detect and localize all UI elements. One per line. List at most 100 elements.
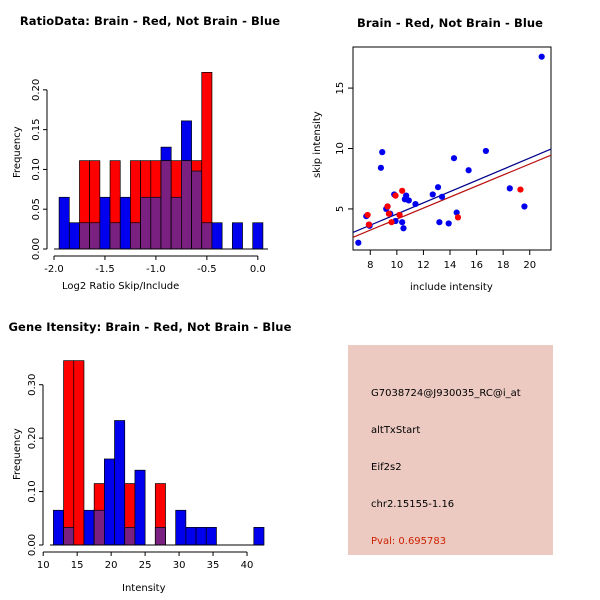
histogram-bar-overlap xyxy=(160,160,172,250)
gene-histogram-x-axis-label: Intensity xyxy=(122,583,166,594)
ratio-histogram-x-axis-label: Log2 Ratio Skip/Include xyxy=(62,281,180,292)
scatter-point xyxy=(405,197,412,204)
gene-histogram-title: Gene Itensity: Brain - Red, Not Brain - … xyxy=(8,320,292,334)
y-tick-label: 0.30 xyxy=(27,374,38,396)
scatter-point xyxy=(364,211,371,219)
scatter-point xyxy=(465,167,472,174)
x-tick-label: 20 xyxy=(105,560,118,571)
y-tick-label: 0.05 xyxy=(31,198,42,220)
scatter-point xyxy=(388,219,395,226)
x-tick-label: -1.0 xyxy=(146,264,166,275)
y-tick-label: 0.15 xyxy=(31,119,42,141)
x-tick-label: 10 xyxy=(37,560,50,571)
y-tick-label: 0.20 xyxy=(31,79,42,101)
histogram-bar-not-brain xyxy=(253,527,265,546)
scatter-point xyxy=(396,211,403,219)
histogram-bar-not-brain xyxy=(175,509,187,546)
y-tick-label: 0.10 xyxy=(27,480,38,502)
scatter-point xyxy=(438,193,446,200)
x-tick-label: -2.0 xyxy=(44,264,64,275)
histogram-bar-brain xyxy=(73,360,85,546)
x-tick-label: 20 xyxy=(523,260,536,271)
histogram-bar-not-brain xyxy=(185,527,197,546)
scatter-point xyxy=(377,164,385,171)
scatter-point xyxy=(521,203,528,210)
histogram-bars xyxy=(53,360,265,546)
scatter-point xyxy=(538,53,545,60)
x-tick-label: 30 xyxy=(173,560,186,571)
histogram-bar-not-brain xyxy=(211,222,223,250)
scatter-title: Brain - Red, Not Brain - Blue xyxy=(356,16,544,30)
y-tick-label: 0.20 xyxy=(27,427,38,449)
regression-line xyxy=(352,148,552,234)
histogram-bar-overlap xyxy=(109,222,121,250)
histogram-bar-not-brain xyxy=(134,469,146,546)
y-axis: 5 10 15 xyxy=(335,82,353,212)
scatter-point xyxy=(506,185,513,192)
histogram-bar-overlap xyxy=(201,222,213,250)
annotation-box: G7038724@J930035_RC@i_at altTxStart Eif2… xyxy=(348,345,553,555)
x-axis: 8 10 12 14 16 18 20 xyxy=(367,250,536,271)
gene-histogram-plot-area: 0.00 0.10 0.20 0.30 10 15 20 25 30 35 40 xyxy=(27,360,265,571)
scatter-point xyxy=(434,184,442,191)
x-tick-label: 8 xyxy=(367,260,373,271)
scatter-point xyxy=(365,221,373,228)
histogram-bar-not-brain xyxy=(103,458,115,546)
histogram-bar-overlap xyxy=(191,170,203,250)
annotation-pval: Pval: 0.695783 xyxy=(371,536,447,547)
panel-annotation: G7038724@J930035_RC@i_at altTxStart Eif2… xyxy=(300,300,600,600)
histogram-bar-brain xyxy=(63,360,75,546)
histogram-bar-overlap xyxy=(63,527,75,546)
x-tick-label: 12 xyxy=(417,260,430,271)
scatter-point xyxy=(454,214,462,221)
histogram-bars xyxy=(58,71,264,250)
histogram-bar-not-brain xyxy=(195,527,207,546)
scatter-point xyxy=(412,200,419,208)
x-tick-label: 18 xyxy=(497,260,510,271)
x-tick-label: 25 xyxy=(139,560,152,571)
histogram-bar-overlap xyxy=(154,527,166,546)
histogram-bar-overlap xyxy=(89,222,101,250)
histogram-bar-overlap xyxy=(93,509,105,546)
scatter-point xyxy=(429,191,436,198)
histogram-bar-overlap xyxy=(130,222,141,250)
scatter-point xyxy=(403,192,410,199)
scatter-point xyxy=(450,155,458,162)
scatter-point xyxy=(517,186,524,193)
scatter-point xyxy=(355,239,362,246)
scatter-series xyxy=(355,53,545,246)
histogram-bar-not-brain xyxy=(205,527,217,546)
scatter-point xyxy=(453,209,460,216)
gene-histogram-y-axis-label: Frequency xyxy=(12,428,23,480)
histogram-bar-overlap xyxy=(140,196,152,250)
y-tick-label: 10 xyxy=(335,142,346,155)
y-tick-label: 0.00 xyxy=(27,534,38,556)
y-axis: 0.00 0.10 0.20 0.30 xyxy=(27,374,44,556)
x-tick-label: 40 xyxy=(241,560,254,571)
y-tick-label: 0.00 xyxy=(31,238,42,260)
annotation-locus: chr2.15155-1.16 xyxy=(371,499,455,510)
y-tick-label: 5 xyxy=(335,206,346,212)
scatter-x-axis-label: include intensity xyxy=(410,282,493,293)
x-axis: 10 15 20 25 30 35 40 xyxy=(37,551,254,571)
x-tick-label: 35 xyxy=(207,560,220,571)
x-tick-label: 16 xyxy=(470,260,483,271)
x-tick-label: -0.5 xyxy=(197,264,217,275)
scatter-point xyxy=(400,225,407,232)
x-tick-label: -1.5 xyxy=(95,264,115,275)
x-tick-label: 10 xyxy=(390,260,403,271)
histogram-bar-not-brain xyxy=(53,509,64,546)
ratio-histogram-title: RatioData: Brain - Red, Not Brain - Blue xyxy=(19,14,281,28)
histogram-bar-not-brain xyxy=(252,222,264,250)
regression-line xyxy=(352,154,552,238)
histogram-bar-not-brain xyxy=(99,196,111,250)
x-tick-label: 0.0 xyxy=(250,264,266,275)
histogram-bar-overlap xyxy=(150,196,162,250)
scatter-point xyxy=(445,220,452,227)
histogram-bar-not-brain xyxy=(83,509,95,546)
histogram-bar-not-brain xyxy=(58,196,70,250)
ratio-histogram-plot-area: 0.00 0.05 0.10 0.15 0.20 -2.0 -1.5 -1.0 -0.5 0.0 xyxy=(31,71,268,275)
histogram-bar-overlap xyxy=(181,160,192,250)
scatter-point xyxy=(399,187,406,194)
x-axis: -2.0 -1.5 -1.0 -0.5 0.0 xyxy=(44,255,266,275)
